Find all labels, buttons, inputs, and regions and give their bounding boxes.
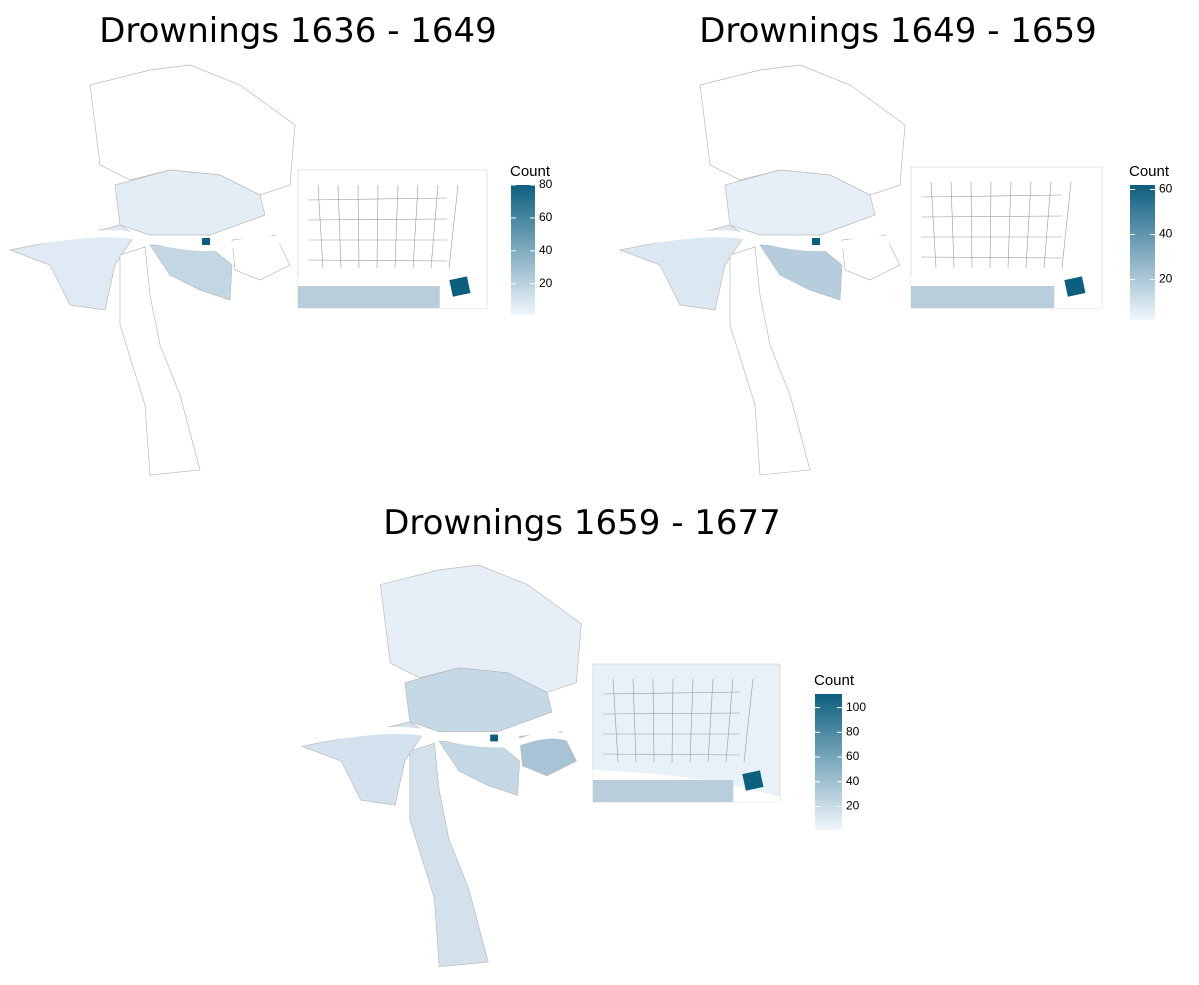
inset-street [930,181,937,269]
colorbar [511,185,535,315]
inset-hotspot [742,770,764,791]
hotspot [812,238,820,245]
inset-hotspot [1064,276,1086,297]
district [89,64,296,196]
inset-street [307,197,448,201]
district [409,742,489,968]
inset-street [602,712,741,715]
legend-title: Count [510,163,551,180]
panel-title: Drownings 1649 - 1659 [699,11,1097,51]
inset-street [920,194,1063,198]
colorbar-tick-label: 80 [539,177,553,191]
inset-street [707,678,714,763]
district [149,244,233,301]
colorbar [815,694,842,830]
panel: Drownings 1659 - 1677 Count 20 40 60 80 100 [300,503,866,968]
colorbar-tick-label: 20 [539,276,553,290]
inset-street [989,181,992,269]
river [301,726,583,748]
inset-street [1043,181,1052,269]
inset-street [1025,181,1032,269]
inset-street [307,259,448,262]
inset-street [1007,181,1012,269]
legend-title: Count [1129,163,1170,180]
colorbar-tick-label: 40 [846,774,860,788]
panel: Drownings 1636 - 1649 Count 20 40 60 80 [8,11,553,476]
colorbar-tick-label: 80 [846,724,860,738]
district [724,169,876,236]
district [119,246,201,476]
district [380,564,582,693]
inset-map [910,166,1103,309]
district [114,169,266,236]
district [404,667,553,732]
inset-hotspot [449,276,471,297]
inset-street [412,184,419,269]
inset-map [592,663,781,803]
colorbar-tick-label: 100 [846,700,866,714]
hotspot [490,734,498,742]
inset-street [602,753,741,756]
map [300,564,583,968]
inset-south-bank [298,286,440,308]
inset-street [920,215,1063,218]
panel-title: Drownings 1659 - 1677 [383,503,781,543]
map [8,64,297,476]
inset-street [725,678,734,763]
inset-street [337,184,342,269]
inset-street [317,184,324,269]
inset-street [430,184,439,269]
colorbar-tick-label: 40 [539,243,553,257]
inset-street [743,678,754,763]
colorbar-tick-label: 40 [1159,227,1173,241]
inset-street [357,184,360,269]
inset-street [920,256,1063,259]
district [729,246,811,476]
inset-south-bank [593,780,734,802]
inset-south-bank [911,286,1055,308]
inset-street [602,691,741,695]
river [619,230,907,252]
inset-street [632,678,637,763]
river [9,230,297,252]
colorbar-tick-label: 20 [1159,272,1173,286]
hotspot [202,238,210,245]
inset-street [448,184,459,269]
inset-map [297,169,488,309]
inset-street [612,678,619,763]
map [618,64,907,476]
district [699,64,906,196]
legend-title: Count [814,672,855,689]
panel: Drownings 1649 - 1659 Count 20 40 60 [618,11,1173,476]
inset-street [652,678,655,763]
inset-street [1061,181,1072,269]
colorbar-tick-label: 60 [539,210,553,224]
inset-street [307,218,448,221]
colorbar [1130,185,1155,320]
colorbar-tick-label: 60 [1159,182,1173,196]
colorbar-tick-label: 60 [846,749,860,763]
district [759,244,843,301]
colorbar-tick-label: 20 [846,799,860,813]
district [438,741,520,796]
panel-title: Drownings 1636 - 1649 [99,11,497,51]
